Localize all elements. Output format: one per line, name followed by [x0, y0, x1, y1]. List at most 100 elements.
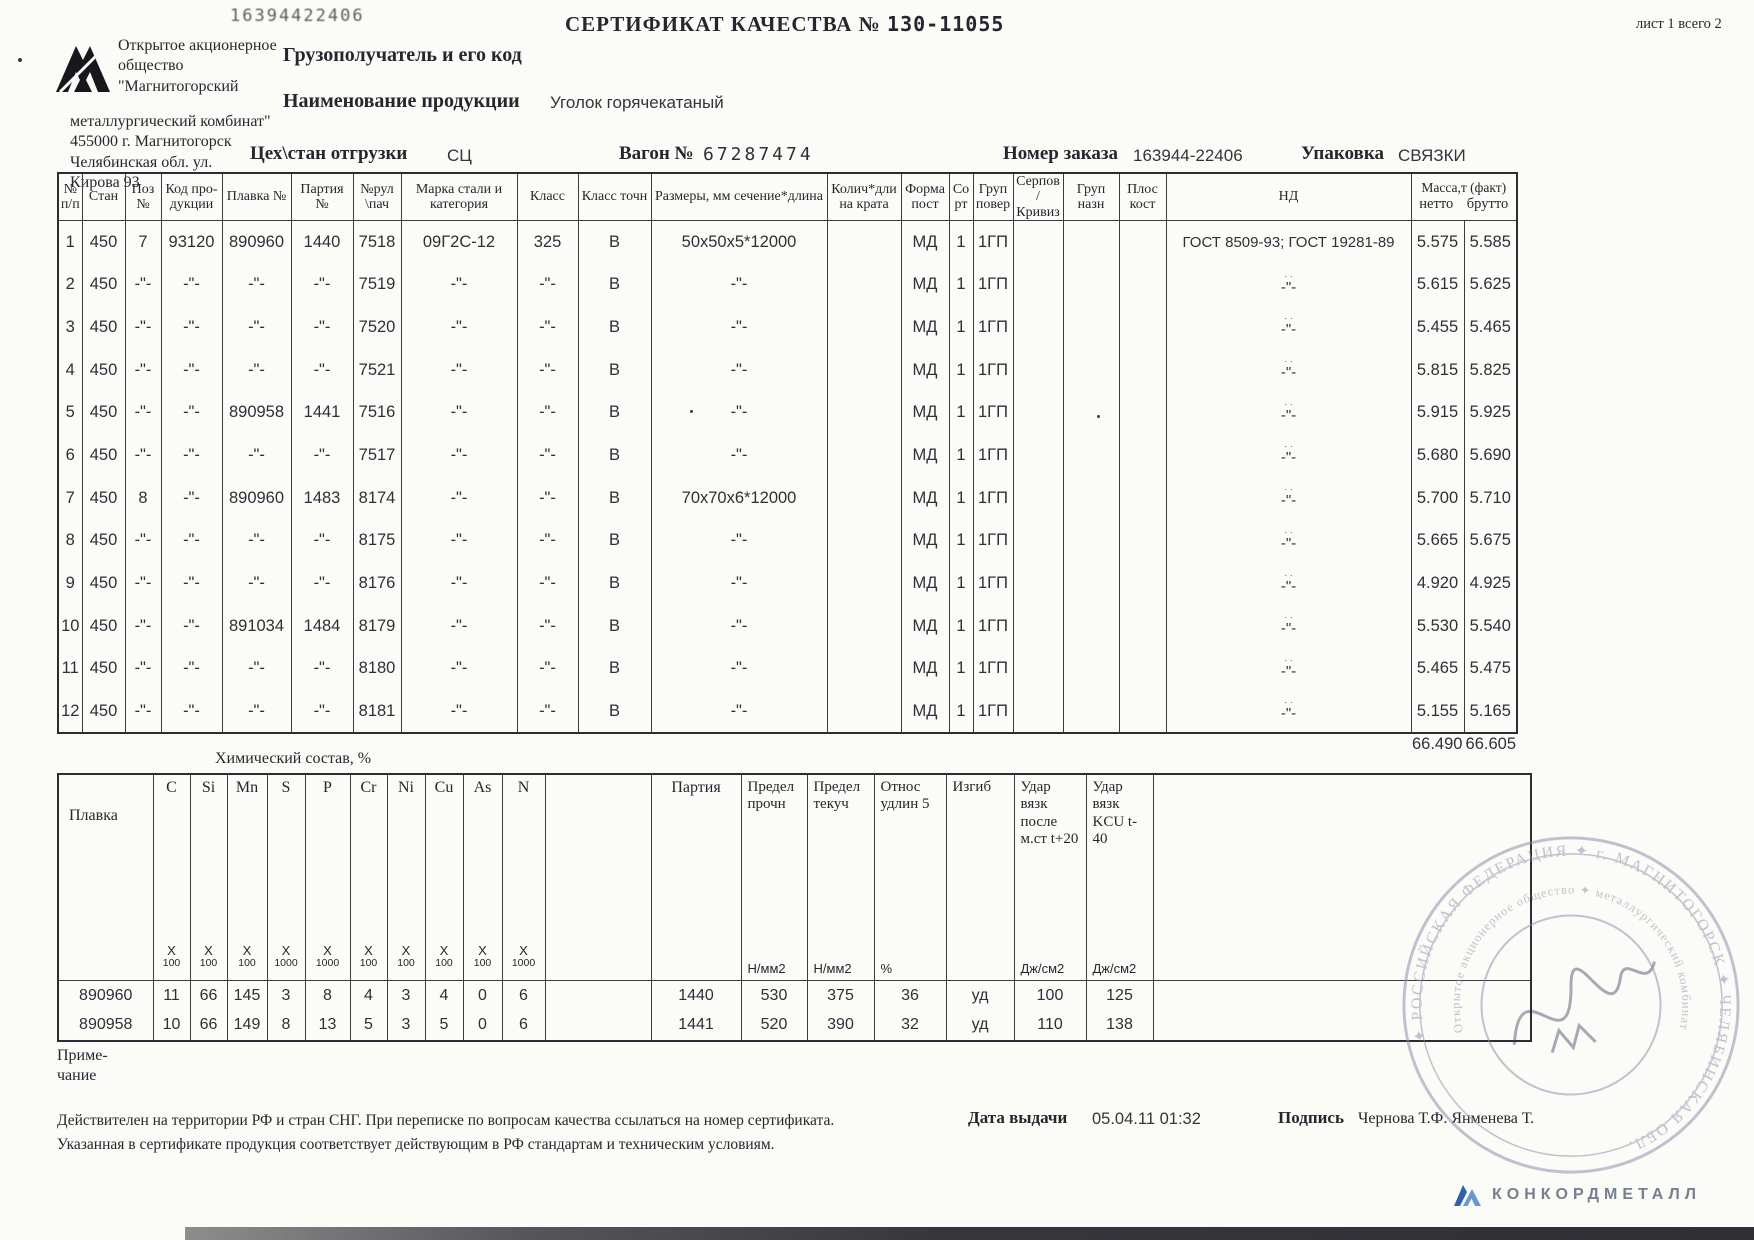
chem-value: 145 — [226, 980, 268, 1011]
column-header: Класс — [516, 173, 579, 222]
signature-value: Чернова Т.Ф. Янменева Т. — [1358, 1110, 1535, 1127]
cell: -"- — [516, 604, 579, 648]
chem-value: 0 — [462, 1010, 503, 1041]
cell: 450 — [81, 690, 126, 733]
cell: -"- — [160, 434, 223, 477]
element-column-header: Si X 100 — [189, 774, 228, 981]
mass-totals: 66.490 66.605 — [1412, 735, 1516, 754]
cell — [1062, 306, 1120, 349]
chem-value: 8 — [266, 1010, 306, 1041]
cell: 1 — [948, 690, 974, 733]
cell: 7520 — [352, 306, 402, 349]
cell: -"- — [221, 263, 292, 307]
cell: В — [577, 690, 652, 733]
cell: -"- — [124, 562, 162, 605]
mech-column-header: Удар вязк KCU t-40 Дж/см2 — [1085, 774, 1154, 981]
cell — [826, 220, 902, 264]
cell: -"- — [400, 348, 518, 392]
cell: -"- — [160, 519, 223, 563]
cell: -"- — [124, 434, 162, 477]
issue-date-value: 05.04.11 01:32 — [1092, 1110, 1201, 1128]
cell: 1ГП — [972, 306, 1014, 349]
cell — [1062, 519, 1120, 563]
sheet-indicator: лист 1 всего 2 — [1636, 16, 1722, 32]
cell: 5.690 — [1464, 434, 1518, 477]
mech-value: 125 — [1085, 980, 1154, 1011]
cell — [1012, 647, 1064, 691]
konkord-brand: КОНКОРДМЕТАЛЛ — [1452, 1182, 1701, 1208]
cell — [1118, 220, 1167, 264]
cell: 5.455 — [1410, 306, 1465, 349]
cell: -"- — [650, 519, 828, 563]
cell: -"- — [290, 519, 354, 563]
cell: -"- — [650, 348, 828, 392]
column-header: Партия № — [290, 173, 354, 222]
svg-text:✦ РОССИЙСКАЯ ФЕДЕРАЦИЯ ✦ г. МА: ✦ РОССИЙСКАЯ ФЕДЕРАЦИЯ ✦ г. МАГНИТОГОРСК… — [1374, 808, 1754, 1200]
cell: 1ГП — [972, 519, 1014, 563]
cell: 7519 — [352, 263, 402, 307]
chem-value: 6 — [501, 1010, 546, 1041]
cell: -"- — [400, 647, 518, 691]
cell: 450 — [81, 647, 126, 691]
cell: -"- — [290, 348, 354, 392]
cell: -"- — [124, 519, 162, 563]
mech-column-header: Предел прочн Н/мм2 — [740, 774, 808, 981]
cell: -"- — [290, 562, 354, 605]
cell: -"- — [650, 690, 828, 733]
cell: -"- — [124, 348, 162, 392]
mech-column-header: Партия — [650, 774, 742, 981]
cell: МД — [900, 434, 950, 477]
cell: В — [577, 647, 652, 691]
cell: 1 — [57, 220, 83, 264]
cell: -"- — [650, 647, 828, 691]
column-header: Плавка № — [221, 173, 292, 222]
heat-column-header: Плавка — [57, 774, 154, 981]
cell: -"- — [400, 690, 518, 733]
cell: 5.615 — [1410, 263, 1465, 307]
cell: -"- — [124, 604, 162, 648]
cell: -"- — [400, 562, 518, 605]
cell: 7 — [124, 220, 162, 264]
mech-value: 520 — [740, 1010, 808, 1041]
cell: 1 — [948, 263, 974, 307]
element-column-header: P X 1000 — [304, 774, 351, 981]
mech-value: 1441 — [650, 1010, 742, 1041]
cell: -"- — [160, 306, 223, 349]
cell: В — [577, 519, 652, 563]
cell: -"- — [221, 348, 292, 392]
cell: 8181 — [352, 690, 402, 733]
cell: 1483 — [290, 476, 354, 520]
cell: -"- — [400, 263, 518, 307]
cell — [826, 562, 902, 605]
total-netto: 66.490 — [1412, 735, 1463, 753]
cell: В — [577, 348, 652, 392]
cell: 450 — [81, 519, 126, 563]
issue-date-label: Дата выдачи — [968, 1108, 1068, 1127]
cell — [1012, 562, 1064, 605]
packing-label: Упаковка — [1301, 143, 1384, 164]
cell: 1 — [948, 306, 974, 349]
cell — [1062, 604, 1120, 648]
chem-value: 3 — [386, 1010, 426, 1041]
cell — [1118, 348, 1167, 392]
cell — [826, 391, 902, 435]
cell: 450 — [81, 604, 126, 648]
table-row: 5 450 -"- -"- 890958 1441 7516 -"- -"- В -"- МД 1 1ГП… — [57, 391, 1518, 435]
cell: -"- — [516, 647, 579, 691]
wagon-number: 67287474 — [703, 144, 814, 165]
cell: -"- — [516, 434, 579, 477]
cell: 1 — [948, 604, 974, 648]
cell: 8179 — [352, 604, 402, 648]
cell: 4.925 — [1464, 562, 1518, 605]
cell: -"- — [516, 306, 579, 349]
cell — [1118, 647, 1167, 691]
table-row: 1 450 7 93120 890960 1440 7518 09Г2С-12 325 В 50x5… — [57, 220, 1518, 264]
cell — [1012, 690, 1064, 733]
cell — [1012, 604, 1064, 648]
chem-value: 5 — [349, 1010, 388, 1041]
table-row: 4450-"--"--"--"-7521-"--"-В-"-МД11ГП-"-5… — [57, 348, 1518, 392]
cell: 1ГП — [972, 476, 1014, 520]
cell: -"- — [1165, 647, 1412, 691]
cell: -"- — [650, 604, 828, 648]
cell — [1062, 690, 1120, 733]
